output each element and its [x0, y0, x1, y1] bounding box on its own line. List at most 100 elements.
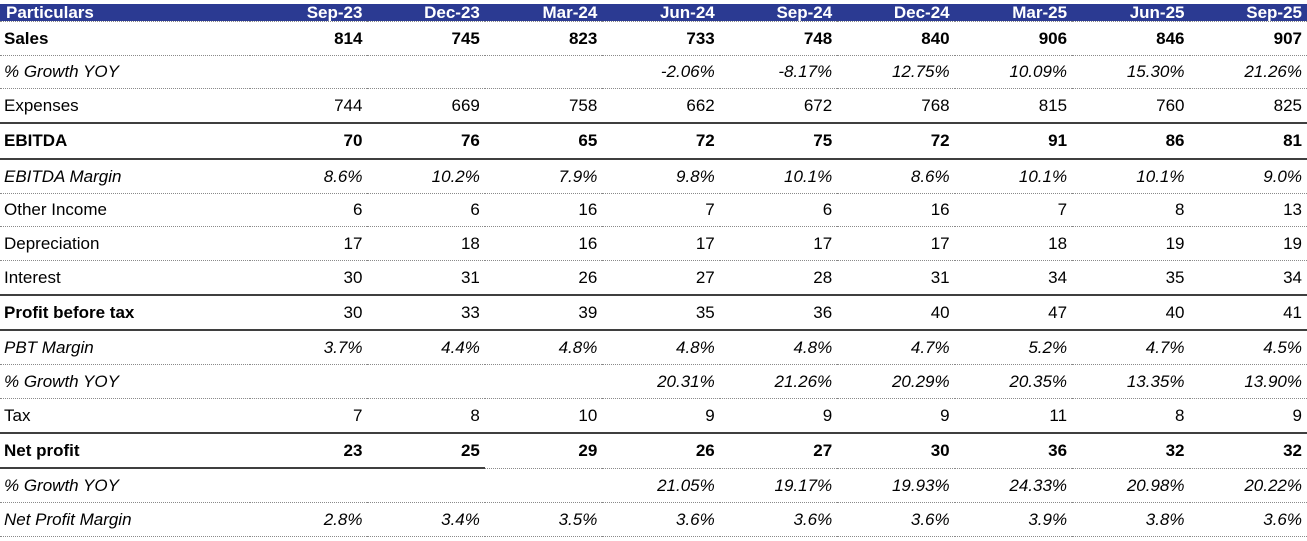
value-cell: 9.0%	[1189, 158, 1307, 194]
value-cell: 70	[250, 123, 368, 160]
value-cell: 30	[250, 260, 368, 296]
value-cell: 907	[1189, 21, 1307, 56]
value-cell: 27	[602, 260, 720, 296]
value-cell: 6	[250, 193, 368, 228]
value-cell: 35	[602, 294, 720, 332]
row-label: Sales	[0, 21, 250, 56]
row-label: Tax	[0, 398, 250, 434]
value-cell: 34	[954, 260, 1073, 296]
value-cell: 40	[1072, 294, 1190, 332]
value-cell: 3.6%	[602, 502, 720, 537]
value-cell: 8.6%	[837, 158, 955, 194]
value-cell: 5.2%	[954, 330, 1073, 366]
value-cell: 823	[484, 21, 603, 56]
value-cell: 10.09%	[954, 55, 1073, 90]
value-cell: 3.6%	[837, 502, 955, 537]
row-label: Other Income	[0, 193, 250, 228]
value-cell: 86	[1072, 123, 1190, 160]
value-cell: 758	[484, 88, 603, 125]
value-cell	[250, 55, 368, 90]
value-cell: 34	[1189, 260, 1307, 296]
table-row: Tax 7 8 10 9 9 9 11 8 9	[0, 398, 1307, 434]
value-cell: 19	[1072, 226, 1190, 261]
value-cell	[484, 468, 603, 504]
column-header-quarter: Sep-23	[250, 4, 368, 22]
table-row: PBT Margin 3.7% 4.4% 4.8% 4.8% 4.8% 4.7% 5.2% 4.…	[0, 330, 1307, 366]
value-cell: 12.75%	[837, 55, 955, 90]
value-cell: 9	[1189, 398, 1307, 434]
value-cell: 7	[954, 193, 1073, 228]
column-header-quarter: Jun-25	[1072, 4, 1190, 22]
value-cell: 3.5%	[484, 502, 603, 537]
value-cell: 814	[250, 21, 368, 56]
value-cell: 75	[719, 123, 838, 160]
value-cell: 10.2%	[367, 158, 485, 194]
row-label: EBITDA	[0, 123, 250, 160]
value-cell: 8.6%	[250, 158, 368, 194]
value-cell: 4.8%	[719, 330, 838, 366]
value-cell	[367, 468, 485, 504]
table-row: Depreciation 17 18 16 17 17 17 18 19 19	[0, 226, 1307, 261]
value-cell: 3.4%	[367, 502, 485, 537]
value-cell: 20.29%	[837, 364, 955, 399]
value-cell: 840	[837, 21, 955, 56]
table-row: EBITDA Margin 8.6% 10.2% 7.9% 9.8% 10.1% 8.6% 1…	[0, 158, 1307, 194]
value-cell: 8	[367, 398, 485, 434]
value-cell: 25	[367, 432, 485, 470]
value-cell: 47	[954, 294, 1073, 332]
value-cell: 10	[484, 398, 603, 434]
column-header-quarter: Sep-24	[719, 4, 838, 22]
value-cell: 2.8%	[250, 502, 368, 537]
value-cell: 10.1%	[1072, 158, 1190, 194]
value-cell: 3.9%	[954, 502, 1073, 537]
value-cell: 19	[1189, 226, 1307, 261]
table-row: Net profit 23 25 29 26 27 30 36 32 32	[0, 432, 1307, 470]
value-cell: 8	[1072, 193, 1190, 228]
value-cell: 3.8%	[1072, 502, 1190, 537]
value-cell	[367, 55, 485, 90]
value-cell: 815	[954, 88, 1073, 125]
value-cell: 31	[837, 260, 955, 296]
value-cell: 30	[250, 294, 368, 332]
column-header-quarter: Jun-24	[602, 4, 720, 22]
row-label: % Growth YOY	[0, 55, 250, 90]
value-cell: 32	[1189, 432, 1307, 469]
value-cell: -2.06%	[602, 55, 720, 90]
row-label: Net profit	[0, 432, 250, 470]
value-cell: 6	[719, 193, 838, 228]
value-cell: 9.8%	[602, 158, 720, 194]
value-cell	[367, 364, 485, 399]
value-cell: 906	[954, 21, 1073, 56]
row-label: PBT Margin	[0, 330, 250, 366]
value-cell: 748	[719, 21, 838, 56]
table-row: Expenses 744 669 758 662 672 768 815 760 825	[0, 88, 1307, 125]
value-cell: 17	[837, 226, 955, 261]
column-header-quarter: Mar-25	[954, 4, 1073, 22]
value-cell: 20.22%	[1189, 468, 1307, 504]
value-cell: 17	[719, 226, 838, 261]
row-label: Interest	[0, 260, 250, 296]
value-cell: 29	[484, 432, 603, 469]
value-cell: 30	[837, 432, 955, 469]
value-cell: 4.7%	[837, 330, 955, 366]
value-cell: 91	[954, 123, 1073, 160]
table-row: Sales 814 745 823 733 748 840 906 846 907	[0, 21, 1307, 56]
value-cell: 41	[1189, 294, 1307, 332]
value-cell: 17	[602, 226, 720, 261]
value-cell: 36	[719, 294, 838, 332]
value-cell: 13.35%	[1072, 364, 1190, 399]
row-label: EBITDA Margin	[0, 158, 250, 194]
table-row: % Growth YOY 20.31% 21.26% 20.29% 20.35% 13.3…	[0, 364, 1307, 399]
value-cell: 10.1%	[954, 158, 1073, 194]
table-header: Particulars Sep-23 Dec-23 Mar-24 Jun-24 Sep-…	[0, 4, 1307, 22]
value-cell: 17	[250, 226, 368, 261]
value-cell: 20.35%	[954, 364, 1073, 399]
value-cell: 26	[602, 432, 720, 469]
value-cell: 13	[1189, 193, 1307, 228]
value-cell: 32	[1072, 432, 1190, 469]
value-cell: 8	[1072, 398, 1190, 434]
value-cell	[250, 468, 368, 504]
value-cell: 72	[837, 123, 955, 160]
value-cell: 16	[484, 226, 603, 261]
row-label: Net Profit Margin	[0, 502, 250, 537]
